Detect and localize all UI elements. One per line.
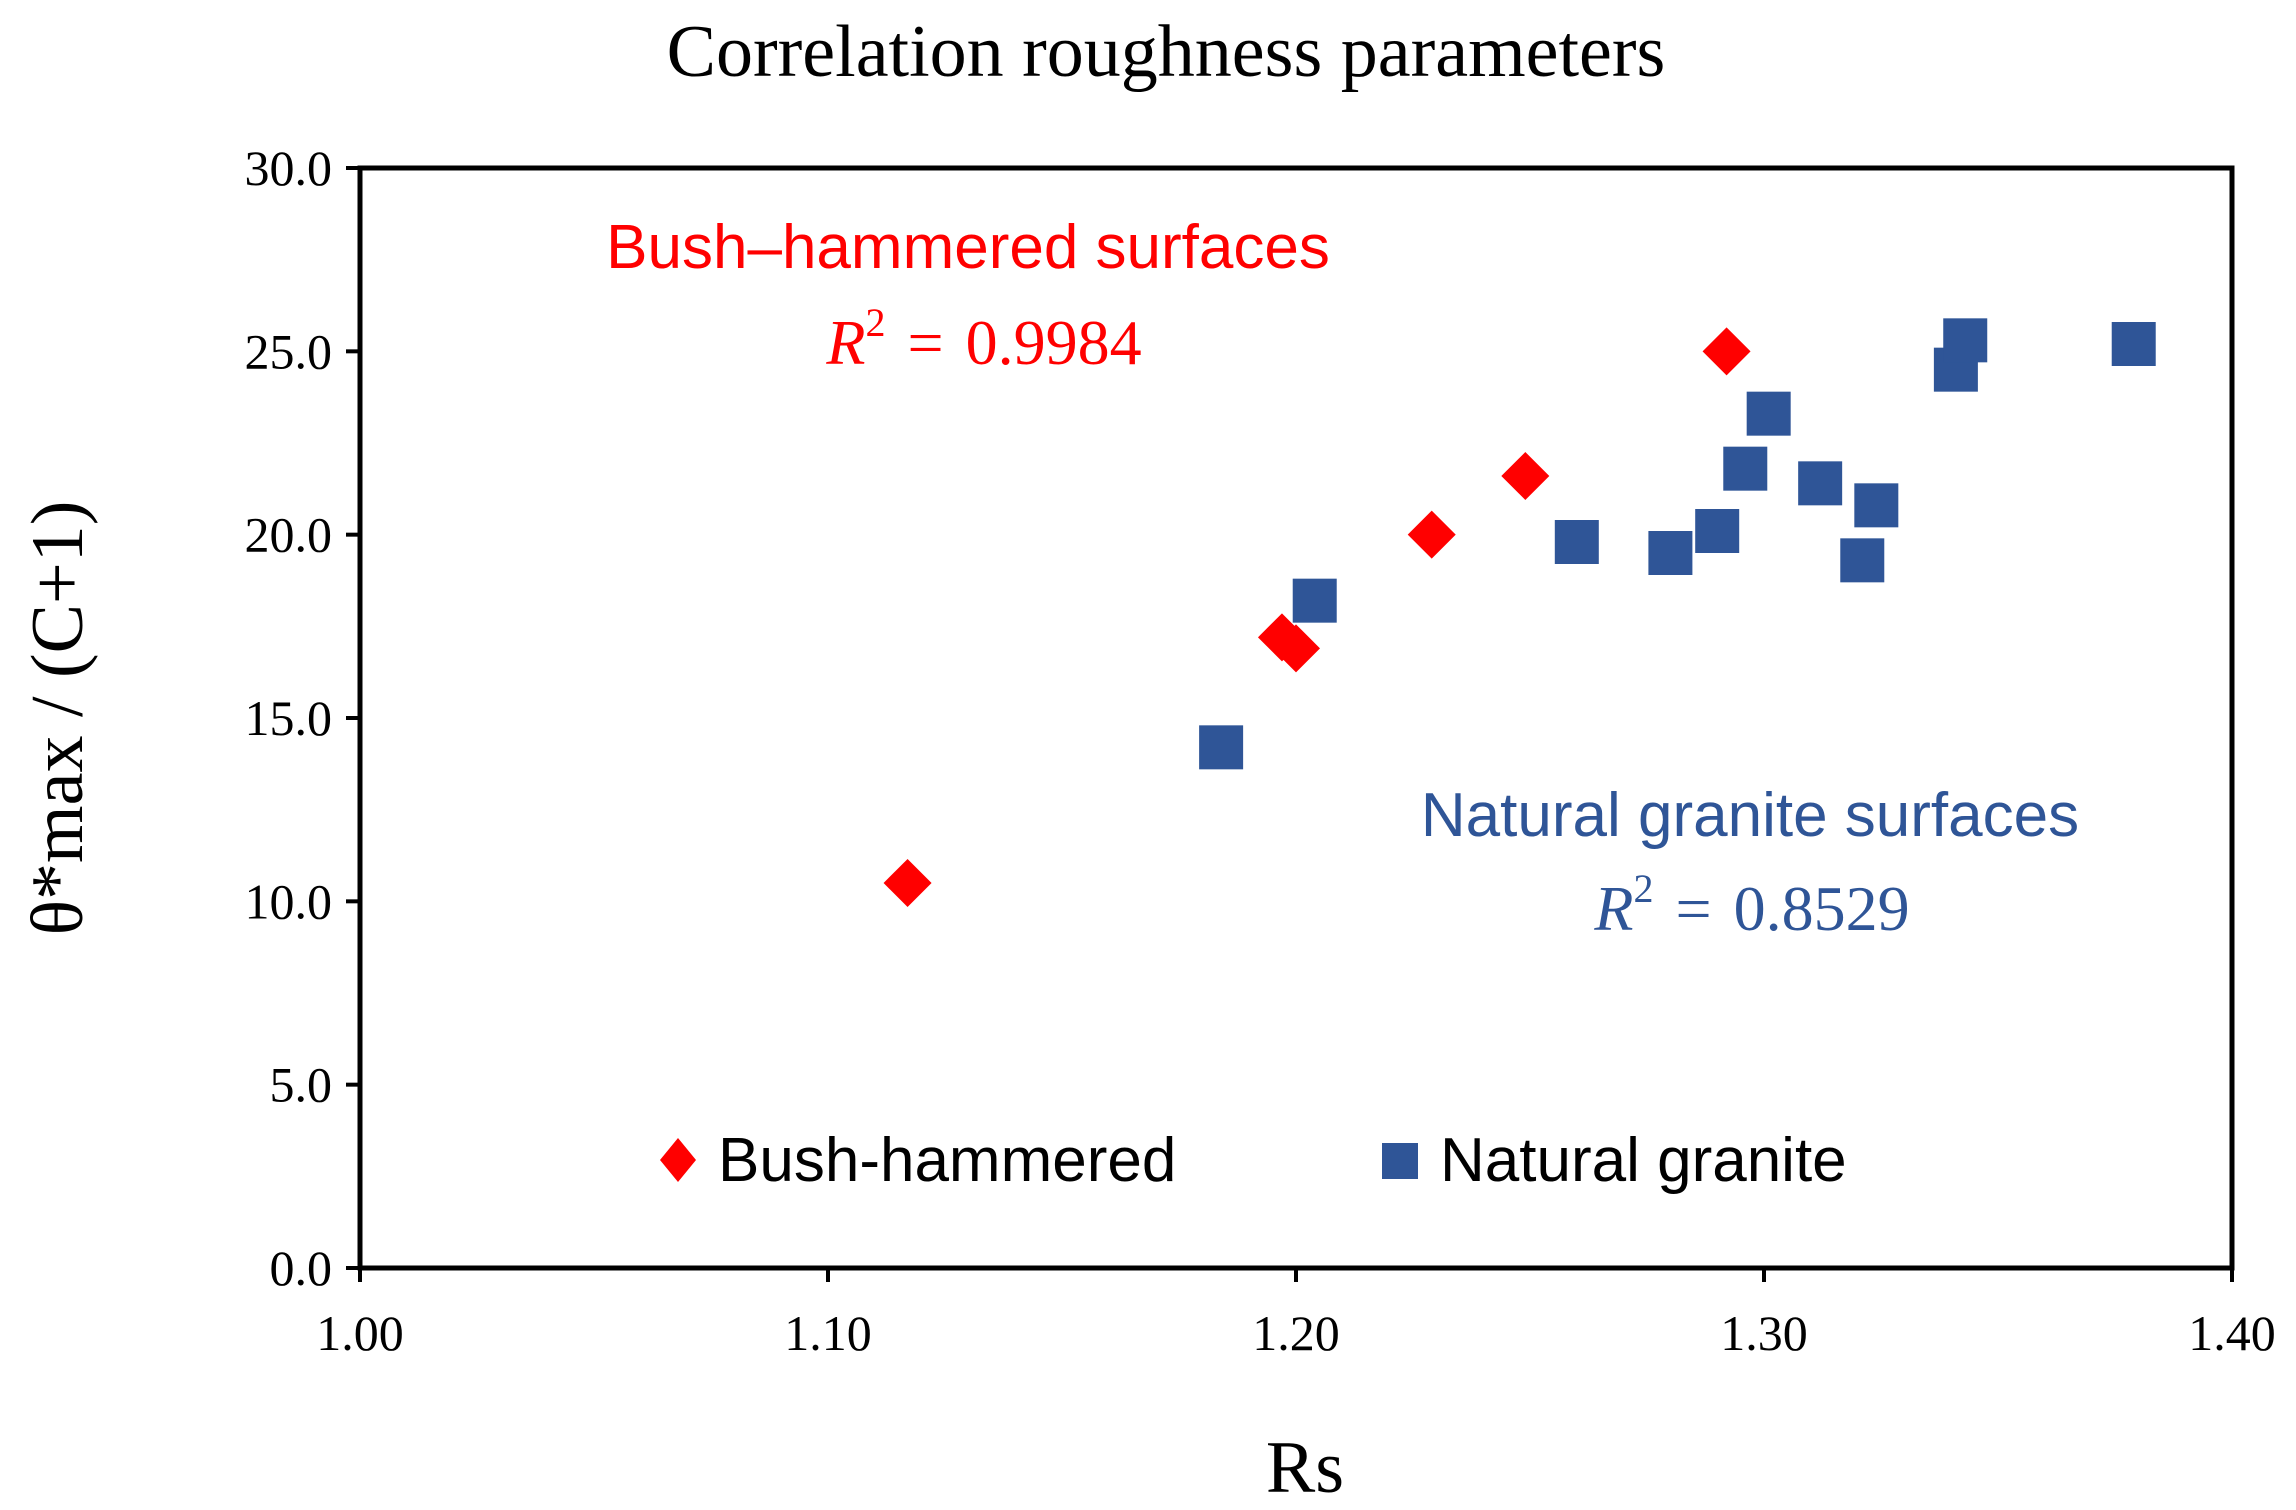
point-natural-granite xyxy=(1648,531,1693,575)
annotation-granite-r2-value: 0.8529 xyxy=(1734,873,1910,944)
legend-marker-bush-hammered xyxy=(660,1138,696,1182)
x-tick-label: 1.00 xyxy=(316,1305,404,1361)
x-tick-label: 1.20 xyxy=(1252,1305,1340,1361)
y-tick-label: 20.0 xyxy=(245,507,333,563)
legend-label-bush-hammered: Bush-hammered xyxy=(718,1126,1176,1195)
legend-label-natural-granite: Natural granite xyxy=(1440,1126,1847,1195)
point-natural-granite xyxy=(1798,461,1843,506)
y-axis-label: θ*max / (C+1) xyxy=(17,501,99,936)
x-tick-label: 1.40 xyxy=(2188,1305,2276,1361)
point-natural-granite xyxy=(1554,520,1599,564)
annotation-bush-r2-symbol: R xyxy=(825,307,865,378)
point-natural-granite xyxy=(1695,509,1740,553)
chart-title: Correlation roughness parameters xyxy=(667,11,1666,93)
y-tick-label: 0.0 xyxy=(270,1240,333,1296)
data-points xyxy=(883,318,2156,907)
y-axis-ticks: 0.0 5.0 10.0 15.0 20.0 25.0 30.0 xyxy=(245,140,360,1296)
y-tick-label: 5.0 xyxy=(270,1057,333,1113)
x-axis-ticks: 1.00 1.10 1.20 1.30 1.40 xyxy=(316,1268,2276,1361)
annotation-granite-r2-equals: = xyxy=(1676,873,1712,944)
x-tick-label: 1.30 xyxy=(1720,1305,1808,1361)
point-natural-granite xyxy=(1854,483,1899,528)
annotation-granite-r2-symbol: R xyxy=(1593,873,1633,944)
legend: Bush-hammered Natural granite xyxy=(660,1126,1847,1195)
point-bush-hammered xyxy=(1272,624,1320,673)
point-bush-hammered xyxy=(883,859,932,907)
plot-area xyxy=(357,165,2235,1271)
y-tick-label: 10.0 xyxy=(245,873,333,929)
point-natural-granite xyxy=(1840,538,1885,583)
annotation-granite-label: Natural granite surfaces xyxy=(1421,781,2079,850)
annotation-granite-r2-exp: 2 xyxy=(1634,866,1654,911)
annotation-bush-r2-equals: = xyxy=(908,307,944,378)
x-axis-label: Rs xyxy=(1266,1427,1344,1509)
point-bush-hammered xyxy=(1407,510,1456,559)
y-tick-label: 25.0 xyxy=(245,323,333,379)
y-tick-label: 30.0 xyxy=(245,140,333,196)
point-natural-granite xyxy=(2111,322,2156,366)
point-natural-granite xyxy=(1746,391,1791,436)
point-natural-granite xyxy=(1723,446,1768,491)
annotation-bush-r2: R2 = 0.9984 xyxy=(825,300,1141,378)
annotation-bush-r2-value: 0.9984 xyxy=(966,307,1142,378)
annotation-bush-label: Bush–hammered surfaces xyxy=(606,213,1330,282)
point-bush-hammered xyxy=(1702,327,1751,376)
annotation-bush-r2-exp: 2 xyxy=(866,300,886,345)
point-natural-granite xyxy=(1199,725,1244,770)
x-tick-label: 1.10 xyxy=(784,1305,872,1361)
legend-marker-natural-granite xyxy=(1382,1143,1418,1179)
annotation-granite-r2: R2 = 0.8529 xyxy=(1593,866,1909,944)
point-natural-granite xyxy=(1943,318,1988,363)
point-bush-hammered xyxy=(1501,452,1550,500)
y-tick-label: 15.0 xyxy=(245,690,333,746)
point-natural-granite xyxy=(1292,578,1337,623)
